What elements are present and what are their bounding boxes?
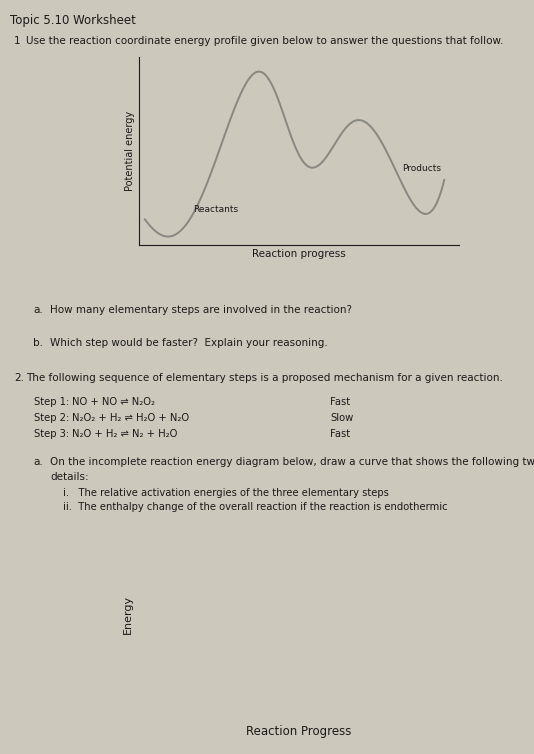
Text: 1: 1: [14, 36, 21, 46]
Text: i.   The relative activation energies of the three elementary steps: i. The relative activation energies of t…: [63, 488, 389, 498]
Text: N₂O + H₂ ⇌ N₂ + H₂O: N₂O + H₂ ⇌ N₂ + H₂O: [72, 429, 177, 439]
Text: Fast: Fast: [330, 429, 350, 439]
Text: Step 1:: Step 1:: [34, 397, 69, 407]
Text: details:: details:: [50, 472, 89, 482]
Text: Step 2:: Step 2:: [34, 413, 69, 423]
Text: How many elementary steps are involved in the reaction?: How many elementary steps are involved i…: [50, 305, 352, 315]
Text: N₂O₂ + H₂ ⇌ H₂O + N₂O: N₂O₂ + H₂ ⇌ H₂O + N₂O: [72, 413, 189, 423]
Text: Products: Products: [402, 164, 441, 173]
Text: Use the reaction coordinate energy profile given below to answer the questions t: Use the reaction coordinate energy profi…: [26, 36, 504, 46]
Text: Which step would be faster?  Explain your reasoning.: Which step would be faster? Explain your…: [50, 338, 328, 348]
Text: On the incomplete reaction energy diagram below, draw a curve that shows the fol: On the incomplete reaction energy diagra…: [50, 457, 534, 467]
Text: a.: a.: [33, 305, 43, 315]
Text: Fast: Fast: [330, 397, 350, 407]
Text: The following sequence of elementary steps is a proposed mechanism for a given r: The following sequence of elementary ste…: [26, 373, 503, 383]
Y-axis label: Energy: Energy: [123, 595, 134, 634]
Text: Topic 5.10 Worksheet: Topic 5.10 Worksheet: [10, 14, 136, 27]
Text: Reactants: Reactants: [193, 205, 238, 214]
Text: Step 3:: Step 3:: [34, 429, 69, 439]
Text: NO + NO ⇌ N₂O₂: NO + NO ⇌ N₂O₂: [72, 397, 155, 407]
Text: b.: b.: [33, 338, 43, 348]
X-axis label: Reaction Progress: Reaction Progress: [246, 725, 352, 737]
Text: Slow: Slow: [330, 413, 354, 423]
Text: a.: a.: [33, 457, 43, 467]
Text: 2.: 2.: [14, 373, 24, 383]
X-axis label: Reaction progress: Reaction progress: [252, 250, 346, 259]
Y-axis label: Potential energy: Potential energy: [124, 111, 135, 191]
Text: ii.  The enthalpy change of the overall reaction if the reaction is endothermic: ii. The enthalpy change of the overall r…: [63, 502, 447, 512]
